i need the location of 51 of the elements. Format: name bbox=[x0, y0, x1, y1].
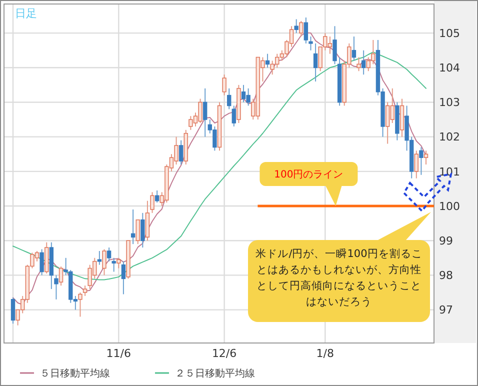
candlestick bbox=[265, 53, 270, 68]
candlestick bbox=[116, 257, 121, 269]
y-tick-label: 98 bbox=[439, 269, 453, 282]
candlestick bbox=[106, 247, 112, 262]
x-tick-label: 12/6 bbox=[212, 347, 237, 360]
candlestick bbox=[102, 248, 106, 276]
candlestick bbox=[154, 190, 160, 204]
y-tick-label: 99 bbox=[439, 234, 453, 248]
candlestick bbox=[332, 26, 337, 65]
candlestick bbox=[97, 250, 102, 266]
candlestick bbox=[121, 260, 126, 295]
candlestick bbox=[414, 150, 418, 179]
y-tick-label: 102 bbox=[439, 130, 460, 144]
y-tick-label: 104 bbox=[439, 62, 460, 74]
candlestick bbox=[54, 274, 58, 300]
candlestick bbox=[313, 42, 318, 82]
candlestick bbox=[308, 36, 313, 51]
y-tick-label: 97 bbox=[439, 304, 453, 317]
candlestick bbox=[58, 266, 64, 286]
candlestick bbox=[130, 208, 136, 245]
candlestick bbox=[78, 292, 82, 318]
candlestick bbox=[140, 212, 145, 248]
candlestick bbox=[112, 257, 116, 272]
chart-title: 日足 bbox=[15, 7, 37, 20]
candlestick bbox=[150, 192, 154, 214]
candlestick bbox=[361, 50, 366, 76]
candlestick bbox=[356, 56, 361, 72]
candlestick bbox=[136, 219, 140, 245]
candlestick bbox=[299, 20, 304, 38]
y-tick-label: 105 bbox=[439, 26, 460, 40]
candlestick bbox=[419, 146, 424, 176]
candlestick bbox=[202, 88, 208, 138]
x-tick-label: 1/8 bbox=[316, 347, 334, 360]
candlestick bbox=[352, 36, 356, 62]
legend-label: ５日移動平均線 bbox=[40, 368, 110, 380]
y-tick-label: 103 bbox=[439, 96, 460, 110]
candlestick bbox=[232, 105, 236, 127]
x-tick-label: 11/6 bbox=[106, 347, 132, 360]
candlestick bbox=[82, 285, 88, 296]
candlestick bbox=[178, 140, 184, 166]
candlestick bbox=[294, 18, 298, 34]
ref-line-label: 100円のライン bbox=[274, 170, 344, 181]
annotation: 米ドル/円が、一瞬100円を割ることはあるかもしれないが、方向性として円高傾向になるということはないだろう bbox=[254, 247, 424, 310]
legend-label: ２５日移動平均線 bbox=[175, 368, 255, 380]
candlestick bbox=[227, 88, 232, 110]
y-tick-label: 100 bbox=[439, 200, 460, 213]
candlestick bbox=[424, 150, 428, 166]
candlestick bbox=[40, 248, 44, 276]
candlestick bbox=[304, 16, 308, 44]
candlestick bbox=[222, 74, 226, 96]
candlestick bbox=[10, 297, 16, 324]
